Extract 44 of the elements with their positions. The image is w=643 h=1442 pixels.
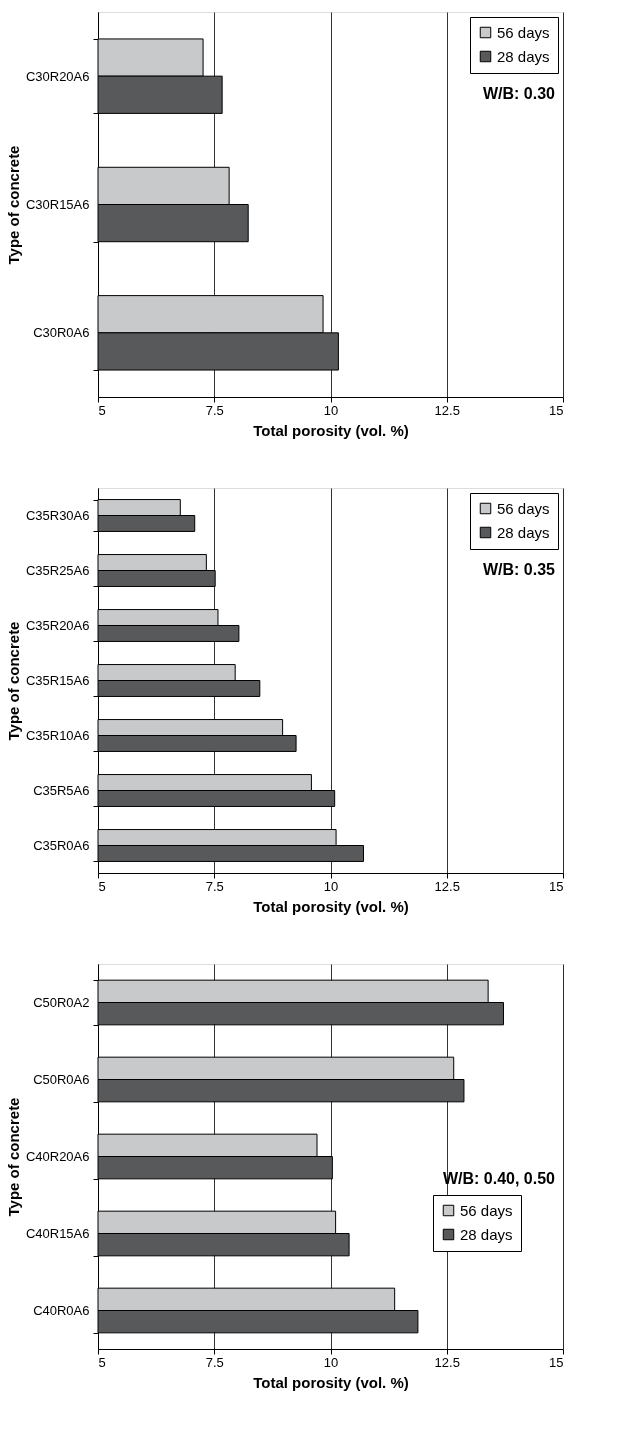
legend-label: 56 days [497,23,550,41]
legend-label: 56 days [460,1201,513,1219]
x-tick-label: 5 [98,878,106,894]
x-tick-label: 15 [549,878,564,894]
x-axis-title: Total porosity (vol. %) [253,1373,409,1391]
y-tick-label: C30R20A6 [25,68,90,84]
x-tick-label: 7.5 [205,402,224,418]
y-tick-label: C35R0A6 [33,838,90,853]
legend-label: 28 days [497,523,550,541]
x-tick-label: 7.5 [205,1354,224,1370]
y-tick-label: C35R15A6 [25,673,90,688]
y-tick-label: C35R25A6 [25,563,90,578]
x-tick-label: 7.5 [205,878,224,894]
y-axis-title: Type of concrete [4,621,22,741]
x-axis-title: Total porosity (vol. %) [253,421,409,439]
x-tick-label: 15 [549,1354,564,1370]
x-tick-label: 10 [323,878,339,894]
y-tick-label: C50R0A6 [33,1072,90,1087]
annotation: W/B: 0.30 [482,85,556,102]
y-tick-label: C40R0A6 [33,1303,90,1318]
y-tick-label: C35R30A6 [25,508,90,523]
legend-label: 28 days [460,1225,513,1243]
x-tick-label: 12.5 [434,402,460,418]
y-tick-label: C40R15A6 [25,1226,90,1241]
y-tick-label: C35R20A6 [25,618,90,633]
x-tick-label: 15 [549,402,564,418]
x-tick-label: 12.5 [434,878,460,894]
x-tick-label: 12.5 [434,1354,460,1370]
x-tick-label: 10 [323,1354,339,1370]
annotation: W/B: 0.35 [482,561,556,578]
x-tick-label: 5 [98,1354,106,1370]
x-tick-label: 5 [98,402,106,418]
legend-label: 28 days [497,47,550,65]
x-axis-title: Total porosity (vol. %) [253,897,409,915]
y-tick-label: C40R20A6 [25,1149,90,1164]
x-tick-label: 10 [323,402,339,418]
y-tick-label: C30R0A6 [33,325,90,341]
y-tick-label: C50R0A2 [33,995,90,1010]
y-tick-label: C30R15A6 [25,197,90,212]
y-tick-label: C35R5A6 [33,783,90,798]
y-axis-title: Type of concrete [4,145,22,265]
y-axis-title: Type of concrete [4,1097,22,1217]
legend-label: 56 days [497,499,550,517]
y-tick-label: C35R10A6 [25,728,90,743]
